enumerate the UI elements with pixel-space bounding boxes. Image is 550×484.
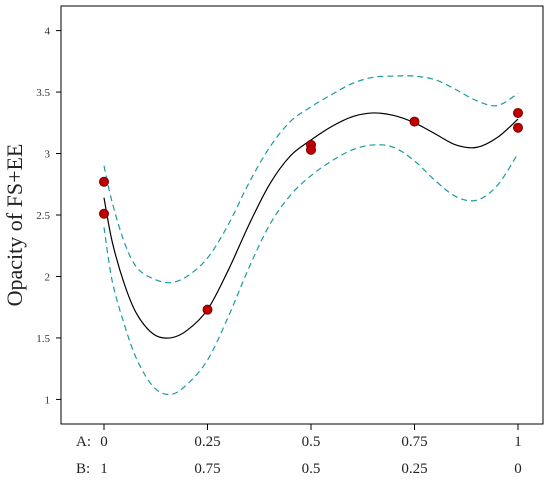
y-tick-label: 3.5 — [36, 87, 50, 99]
fit-curve-group — [103, 112, 519, 339]
y-tick-label: 4 — [45, 26, 51, 38]
y-tick-label: 2 — [45, 271, 51, 283]
y-axis-ticks: 1 1.5 2 2.5 3 3.5 4 — [36, 26, 61, 406]
x-tick-label: 1 — [100, 461, 108, 477]
x-axis-labels: A: 0 0.25 0.5 0.75 1 B: 1 0.75 0.5 0.25 0 — [76, 434, 522, 477]
x-tick-label: 0.5 — [302, 434, 321, 450]
x-axis-row-name: A: — [76, 434, 91, 450]
data-point — [202, 304, 213, 315]
x-axis-row-name: B: — [76, 461, 90, 477]
x-tick-label: 0.75 — [194, 461, 220, 477]
y-tick-label: 3 — [45, 149, 51, 161]
y-tick-label: 1 — [45, 394, 51, 406]
confidence-bands — [103, 75, 519, 396]
x-tick-label: 0.5 — [302, 461, 321, 477]
data-point — [306, 144, 316, 155]
x-tick-label: 0.25 — [401, 461, 427, 477]
data-point — [513, 122, 523, 133]
y-tick-label: 2.5 — [36, 210, 50, 222]
upper-band-line — [103, 75, 519, 284]
data-point — [99, 208, 109, 219]
data-point — [409, 116, 420, 127]
x-tick-label: 0 — [514, 461, 522, 477]
x-tick-label: 1 — [514, 434, 522, 450]
y-axis-title: Opacity of FS+EE — [2, 144, 27, 307]
data-points — [99, 107, 523, 315]
y-tick-label: 1.5 — [36, 333, 50, 345]
x-tick-label: 0.25 — [194, 434, 220, 450]
x-tick-label: 0 — [100, 434, 108, 450]
x-axis-ticks — [103, 424, 519, 430]
x-tick-label: 0.75 — [401, 434, 427, 450]
fit-curve-line — [103, 112, 519, 339]
data-point — [99, 176, 109, 187]
lower-band-line — [103, 144, 519, 396]
data-point — [513, 107, 523, 118]
